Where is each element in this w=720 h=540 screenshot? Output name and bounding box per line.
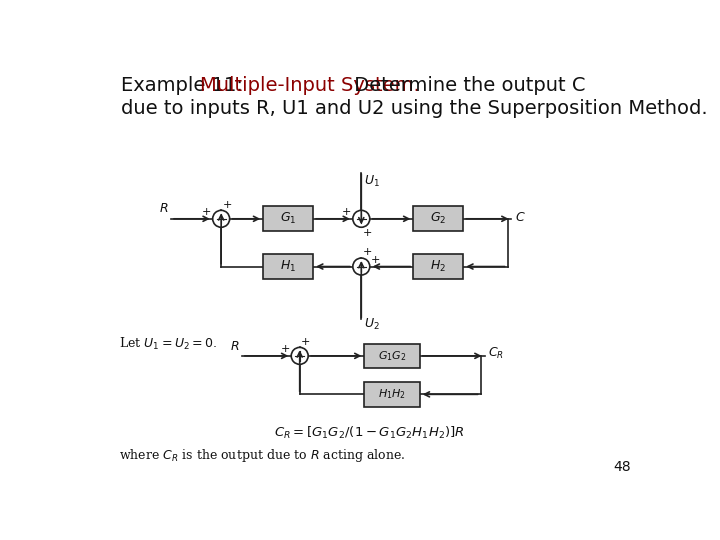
Text: Determine the output C: Determine the output C	[348, 76, 585, 94]
Text: $H_2$: $H_2$	[431, 259, 446, 274]
Circle shape	[212, 210, 230, 227]
Circle shape	[353, 258, 370, 275]
Text: +: +	[222, 200, 232, 210]
Bar	[364, 382, 420, 407]
Text: Multiple-Input System.: Multiple-Input System.	[199, 76, 419, 94]
Text: Example 11:: Example 11:	[121, 76, 249, 94]
Text: due to inputs R, U1 and U2 using the Superposition Method.: due to inputs R, U1 and U2 using the Sup…	[121, 99, 708, 118]
Text: +: +	[342, 207, 351, 217]
Text: $C$: $C$	[515, 211, 525, 224]
Text: 48: 48	[613, 461, 631, 475]
Text: +: +	[363, 228, 372, 238]
Text: $U_2$: $U_2$	[364, 318, 379, 333]
Bar	[263, 254, 313, 279]
Text: $H_1H_2$: $H_1H_2$	[378, 388, 406, 401]
Text: $R$: $R$	[159, 202, 168, 215]
Text: where $C_R$ is the output due to $R$ acting alone.: where $C_R$ is the output due to $R$ act…	[119, 448, 405, 464]
Text: $U_1$: $U_1$	[364, 174, 379, 189]
Circle shape	[291, 347, 308, 365]
Text: $C_R = [G_1G_2/(1 - G_1G_2 H_1 H_2)]R$: $C_R = [G_1G_2/(1 - G_1G_2 H_1 H_2)]R$	[274, 425, 464, 441]
Text: $G_1$: $G_1$	[280, 211, 297, 226]
Text: +: +	[371, 255, 380, 265]
Text: $G_1G_2$: $G_1G_2$	[378, 349, 406, 363]
Text: $H_1$: $H_1$	[280, 259, 296, 274]
Text: $G_2$: $G_2$	[430, 211, 446, 226]
Bar	[364, 343, 420, 368]
Text: +: +	[301, 336, 310, 347]
Text: $C_R$: $C_R$	[488, 346, 504, 361]
Text: Let $U_1 = U_2 = 0.$: Let $U_1 = U_2 = 0.$	[119, 336, 217, 353]
Bar	[263, 206, 313, 231]
Bar	[413, 254, 464, 279]
Text: +: +	[202, 207, 211, 217]
Bar	[413, 206, 464, 231]
Text: +: +	[363, 247, 372, 257]
Text: +: +	[280, 345, 289, 354]
Circle shape	[353, 210, 370, 227]
Text: $R$: $R$	[230, 340, 240, 353]
